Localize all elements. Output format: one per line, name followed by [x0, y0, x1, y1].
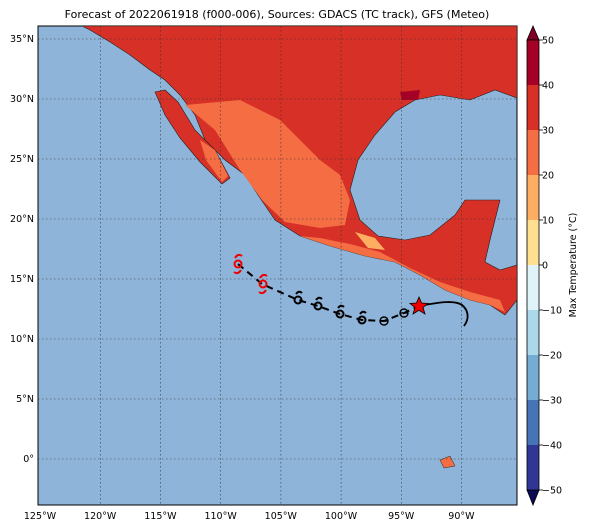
latitude-label: 0° — [23, 454, 34, 465]
colorbar-tick-label: 0 — [542, 261, 548, 272]
title: Forecast of 2022061918 (f000-006), Sourc… — [65, 8, 490, 21]
colorbar-tick-label: −10 — [542, 306, 562, 317]
longitude-label: 125°W — [24, 511, 57, 522]
colorbar-tick-label: 50 — [542, 36, 554, 47]
latitude-label: 10°N — [10, 334, 34, 345]
colorbar-label: Max Temperature (°C) — [568, 213, 579, 318]
longitude-label: 105°W — [265, 511, 298, 522]
colorbar-segment — [527, 310, 539, 355]
colorbar-tick-label: −50 — [542, 486, 562, 497]
longitude-label: 120°W — [84, 511, 117, 522]
colorbar-extension — [526, 489, 540, 507]
coast-region — [300, 236, 505, 312]
colorbar-segment — [527, 445, 539, 490]
colorbar-tick-label: −20 — [542, 351, 562, 362]
hurricane-symbol — [258, 273, 268, 295]
colorbar-extension — [526, 24, 540, 41]
storm-track — [233, 253, 469, 327]
warm-region — [185, 100, 350, 228]
longitude-label: 110°W — [204, 511, 237, 522]
longitude-label: 100°W — [325, 511, 358, 522]
storm-symbol — [313, 296, 323, 311]
colorbar: 50 40 30 20 10 0 −10 −20 −30 −40 −50 — [526, 24, 562, 507]
latitude-label: 20°N — [10, 214, 34, 225]
map — [37, 25, 518, 506]
colorbar-tick-label: 10 — [542, 216, 554, 227]
hot-spot — [355, 232, 385, 250]
current-position — [408, 295, 430, 315]
latitude-label: 15°N — [10, 274, 34, 285]
hurricane-symbol — [233, 253, 243, 275]
storm-symbol — [335, 304, 345, 319]
latitude-label: 35°N — [10, 34, 34, 45]
storm-symbol — [357, 310, 367, 325]
colorbar-segment — [527, 85, 539, 130]
forecast-track — [237, 263, 420, 323]
colorbar-tick-label: −30 — [542, 396, 562, 407]
colorbar-tick-label: 20 — [542, 171, 554, 182]
longitude-label: 115°W — [144, 511, 177, 522]
colorbar-segment — [527, 355, 539, 400]
latitude-label: 30°N — [10, 94, 34, 105]
longitude-label: 90°W — [448, 511, 475, 522]
hot-spot — [400, 90, 420, 100]
colorbar-segment — [527, 400, 539, 445]
storm-symbol — [293, 290, 303, 305]
latitude-labels: 35°N 30°N 25°N 20°N 15°N 10°N 5°N 0° — [10, 34, 34, 465]
latitude-label: 25°N — [10, 154, 34, 165]
past-track — [418, 301, 469, 327]
colorbar-segment — [527, 40, 539, 85]
colorbar-segment — [527, 175, 539, 220]
colorbar-tick-label: 40 — [542, 81, 554, 92]
colorbar-segment — [527, 220, 539, 265]
colorbar-tick-label: −40 — [542, 441, 562, 452]
colorbar-tick-label: 30 — [542, 126, 554, 137]
latitude-label: 5°N — [16, 394, 34, 405]
depression-symbol — [399, 308, 409, 318]
longitude-labels: 125°W 120°W 115°W 110°W 105°W 100°W 95°W 90°W — [24, 511, 475, 522]
colorbar-segment — [527, 265, 539, 310]
depression-symbol — [379, 316, 389, 326]
longitude-label: 95°W — [388, 511, 415, 522]
colorbar-segment — [527, 130, 539, 175]
